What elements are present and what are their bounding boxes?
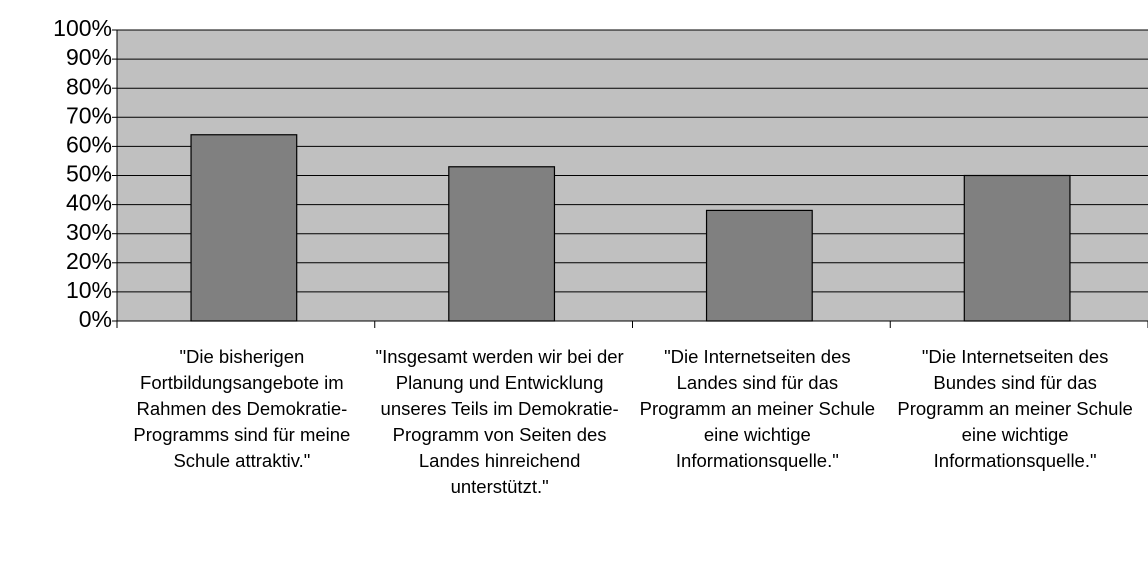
- y-tick-label: 80%: [66, 73, 112, 99]
- y-tick-label: 0%: [79, 306, 112, 332]
- x-tick-label: "Die Internetseiten des Bundes sind für …: [897, 346, 1133, 471]
- y-tick-label: 100%: [53, 15, 112, 41]
- bar: [448, 166, 556, 322]
- y-tick-label: 10%: [66, 277, 112, 303]
- x-tick-label: "Die bisherigen Fortbildungsangebote im …: [133, 346, 351, 471]
- x-tick-label: "Insgesamt werden wir bei der Planung un…: [375, 346, 624, 497]
- y-tick-label: 20%: [66, 248, 112, 274]
- y-tick-label: 60%: [66, 131, 112, 157]
- x-tick-label: "Die Internetseiten des Landes sind für …: [639, 346, 876, 471]
- bar: [705, 209, 813, 322]
- bar: [963, 174, 1071, 322]
- bar: [190, 134, 298, 322]
- y-tick-label: 50%: [66, 161, 112, 187]
- y-tick-label: 40%: [66, 190, 112, 216]
- y-tick-label: 70%: [66, 102, 112, 128]
- y-tick-label: 90%: [66, 44, 112, 70]
- y-tick-label: 30%: [66, 219, 112, 245]
